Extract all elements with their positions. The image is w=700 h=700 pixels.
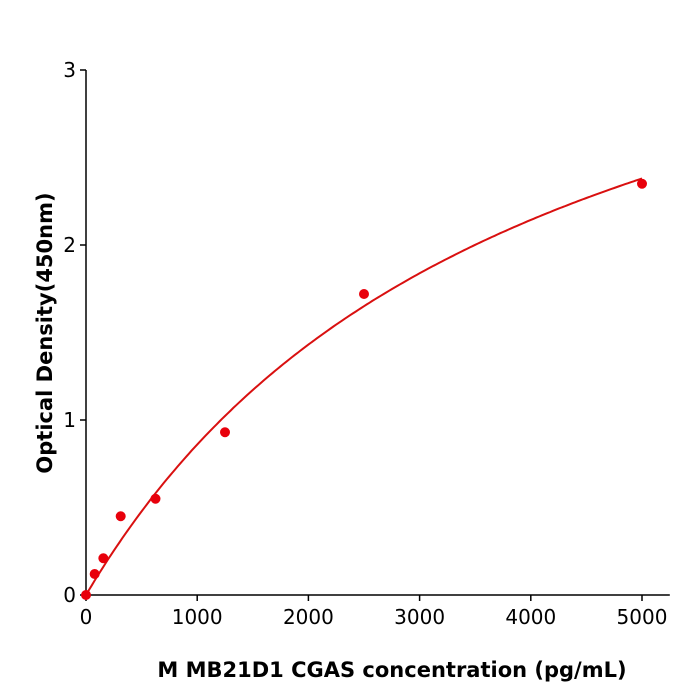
data-point (98, 553, 109, 564)
axes: 0 1000 2000 3000 4000 5000 0 1 2 3 (63, 58, 670, 629)
y-axis-label: Optical Density(450nm) (33, 192, 57, 473)
x-tick-label: 5000 (617, 605, 668, 629)
y-tick-label: 0 (63, 583, 76, 607)
x-tick-label: 4000 (505, 605, 556, 629)
x-tick-label: 1000 (172, 605, 223, 629)
x-tick-label: 2000 (283, 605, 334, 629)
data-points (81, 178, 647, 600)
data-point (89, 569, 100, 579)
fit-curve (85, 177, 643, 596)
data-point (81, 590, 91, 600)
x-tick-label: 3000 (394, 605, 445, 629)
data-point (115, 511, 126, 522)
data-point (359, 289, 369, 299)
x-axis-label: M MB21D1 CGAS concentration (pg/mL) (157, 658, 626, 682)
data-point (150, 493, 161, 504)
x-tick-label: 0 (80, 605, 93, 629)
data-point (220, 427, 230, 438)
y-tick-label: 3 (63, 58, 76, 82)
y-tick-label: 1 (63, 408, 76, 432)
y-tick-label: 2 (63, 233, 76, 257)
data-point (637, 178, 647, 189)
